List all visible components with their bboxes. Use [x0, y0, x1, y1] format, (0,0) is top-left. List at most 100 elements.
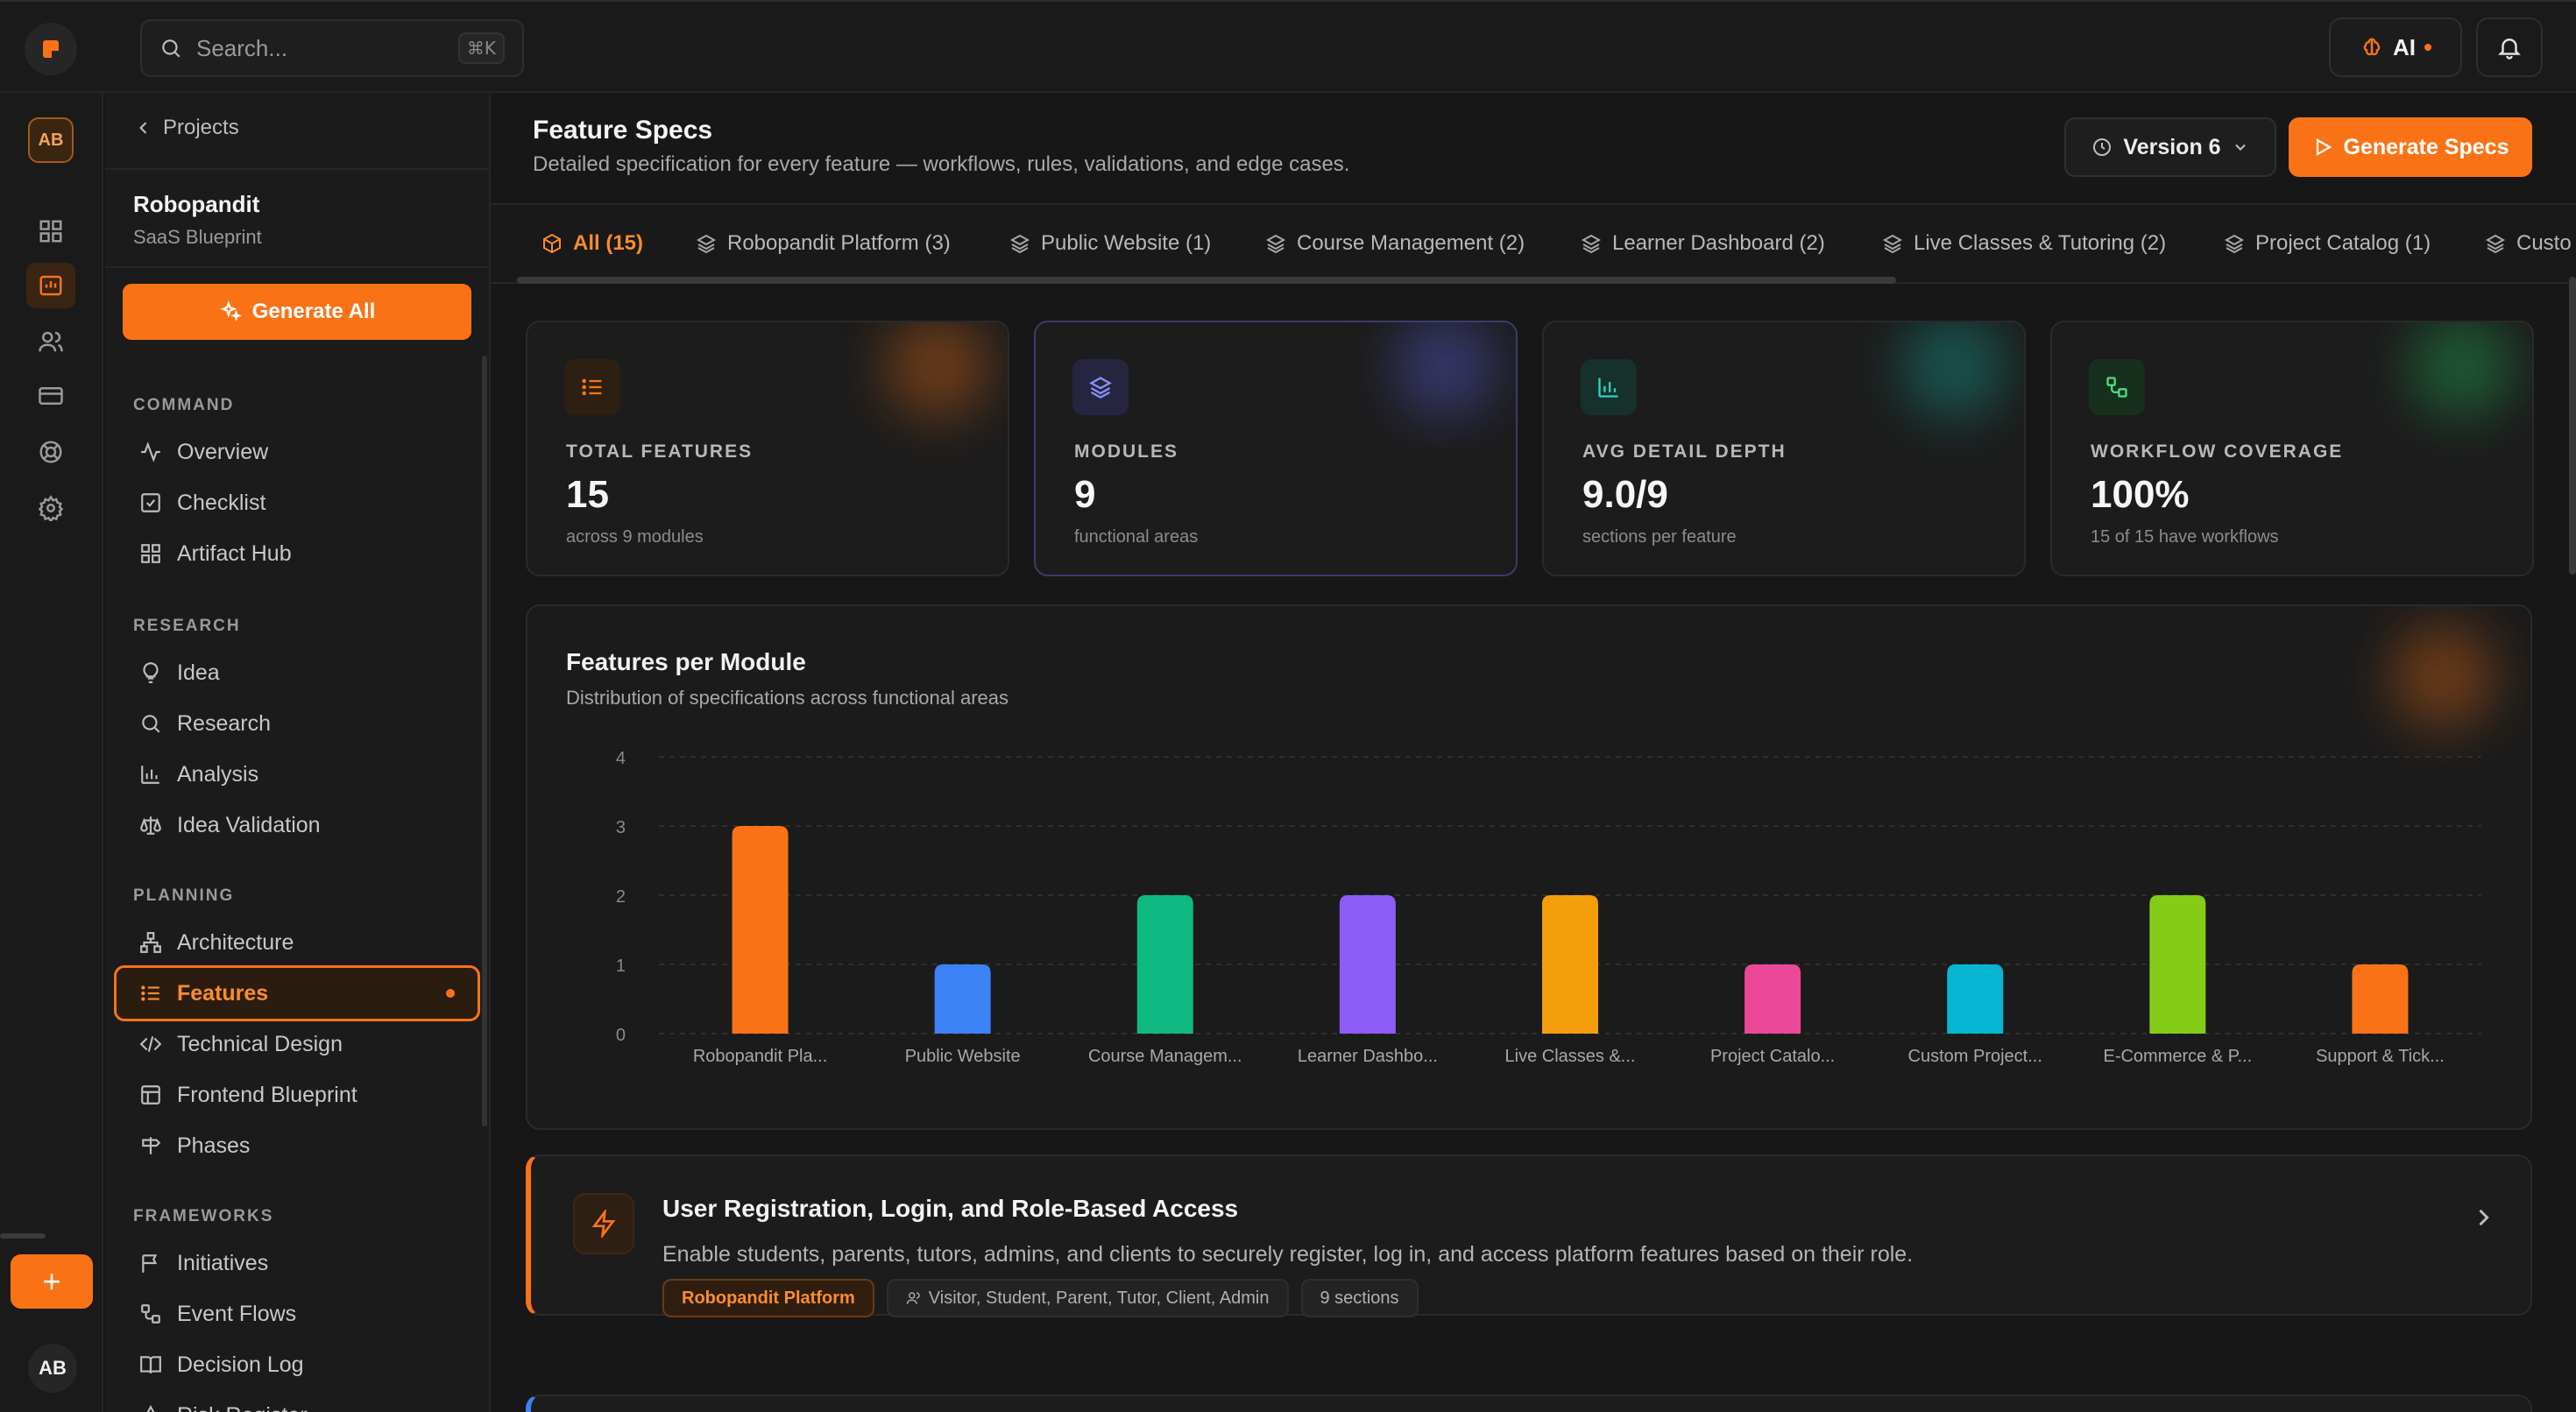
generate-specs-button[interactable]: Generate Specs	[2289, 117, 2532, 177]
tab-course-management[interactable]: Course Management (2)	[1265, 205, 1525, 282]
sidebar-item-event-flows[interactable]: Event Flows	[131, 1291, 464, 1337]
flag-icon	[138, 1251, 163, 1275]
list-icon	[564, 359, 620, 415]
blueprint-icon[interactable]	[26, 263, 75, 308]
hierarchy-icon	[138, 930, 163, 955]
layers-icon	[1265, 233, 1286, 254]
y-tick-label: 4	[616, 749, 626, 768]
sidebar-item-frontend-blueprint[interactable]: Frontend Blueprint	[131, 1072, 464, 1118]
notifications-button[interactable]	[2476, 18, 2543, 77]
sidebar-item-decision-log[interactable]: Decision Log	[131, 1342, 464, 1387]
main-content: Feature Specs Detailed specification for…	[491, 93, 2576, 1412]
bar-chart: 0 1 2 3 4 Robopandit Pla... Public Website Cour…	[616, 749, 2481, 1066]
sidebar-item-technical-design[interactable]: Technical Design	[131, 1021, 464, 1067]
dashboard-icon[interactable]	[26, 208, 75, 254]
chart-bar	[934, 964, 991, 1034]
billing-card-icon[interactable]	[26, 373, 75, 419]
stat-value: 9	[1074, 473, 1096, 516]
roles-text: Visitor, Student, Parent, Tutor, Client,…	[928, 1288, 1270, 1308]
back-label: Projects	[163, 116, 239, 139]
sidebar-item-features[interactable]: Features	[114, 965, 480, 1021]
grid-icon	[138, 541, 163, 566]
tab-live-classes[interactable]: Live Classes & Tutoring (2)	[1882, 205, 2166, 282]
tab-robopandit-platform[interactable]: Robopandit Platform (3)	[696, 205, 951, 282]
divider	[105, 168, 489, 170]
search-input[interactable]: Search...	[196, 34, 288, 61]
stat-card-total-features: TOTAL FEATURES 15 across 9 modules	[526, 321, 1009, 576]
roles-badge: Visitor, Student, Parent, Tutor, Client,…	[886, 1279, 1289, 1317]
sidebar-item-risk-register[interactable]: Risk Register	[131, 1393, 464, 1412]
sidebar-item-label: Risk Register	[177, 1403, 308, 1412]
tab-learner-dashboard[interactable]: Learner Dashboard (2)	[1581, 205, 1825, 282]
sidebar-item-initiatives[interactable]: Initiatives	[131, 1240, 464, 1286]
tab-custom-projects[interactable]: Custo	[2485, 205, 2572, 282]
workspace-avatar[interactable]: AB	[28, 117, 74, 163]
bar-chart-icon	[138, 762, 163, 787]
project-name: Robopandit	[133, 191, 260, 217]
chart-subtitle: Distribution of specifications across fu…	[566, 687, 1009, 709]
support-icon[interactable]	[26, 429, 75, 475]
box-icon	[541, 233, 563, 254]
module-badge: Robopandit Platform	[662, 1279, 874, 1317]
sidebar-item-phases[interactable]: Phases	[131, 1123, 464, 1168]
sidebar-item-overview[interactable]: Overview	[131, 429, 464, 475]
tab-project-catalog[interactable]: Project Catalog (1)	[2224, 205, 2431, 282]
layers-icon	[696, 233, 717, 254]
y-tick-label: 1	[616, 957, 626, 976]
sidebar-item-research[interactable]: Research	[131, 701, 464, 746]
sidebar-item-artifact-hub[interactable]: Artifact Hub	[131, 531, 464, 576]
workflow-icon	[138, 1302, 163, 1326]
app-logo[interactable]	[25, 23, 77, 75]
sidebar-item-checklist[interactable]: Checklist	[131, 480, 464, 526]
code-icon	[138, 1032, 163, 1056]
version-select[interactable]: Version 6	[2064, 117, 2276, 177]
tab-public-website[interactable]: Public Website (1)	[1009, 205, 1211, 282]
icon-rail: AB + AB	[0, 93, 103, 1412]
back-to-projects[interactable]: Projects	[135, 116, 239, 140]
feature-card[interactable]: User Registration, Login, and Role-Based…	[526, 1154, 2532, 1317]
stat-label: WORKFLOW COVERAGE	[2091, 441, 2344, 462]
x-tick-label: E-Commerce & P...	[2103, 1047, 2252, 1066]
ai-label: AI	[2393, 33, 2416, 60]
feature-card-next[interactable]	[526, 1394, 2532, 1412]
sidebar-item-label: Event Flows	[177, 1301, 297, 1326]
add-button[interactable]: +	[11, 1254, 93, 1309]
sidebar-item-label: Artifact Hub	[177, 540, 292, 566]
sidebar-item-label: Initiatives	[177, 1250, 269, 1275]
alert-icon	[138, 1403, 163, 1412]
ai-button[interactable]: AI	[2329, 18, 2462, 77]
users-icon[interactable]	[26, 319, 75, 364]
sidebar-item-label: Technical Design	[177, 1031, 343, 1056]
search-box[interactable]: Search... ⌘K	[140, 19, 524, 77]
version-label: Version 6	[2123, 134, 2221, 159]
tab-label: Course Management (2)	[1297, 231, 1525, 255]
x-tick-label: Custom Project...	[1908, 1047, 2042, 1066]
rail-resize-handle[interactable]	[0, 1233, 46, 1239]
stat-value: 100%	[2091, 473, 2190, 516]
chevron-left-icon	[135, 119, 152, 137]
sidebar-item-label: Overview	[177, 439, 269, 464]
stat-card-avg-detail-depth: AVG DETAIL DEPTH 9.0/9 sections per feat…	[1542, 321, 2026, 576]
page-subtitle: Detailed specification for every feature…	[533, 152, 1350, 176]
tabs-scrollbar[interactable]	[517, 277, 1896, 284]
chevron-right-icon[interactable]	[2471, 1205, 2495, 1230]
user-avatar[interactable]: AB	[28, 1344, 77, 1393]
sidebar-item-idea[interactable]: Idea	[131, 650, 464, 695]
generate-all-button[interactable]: Generate All	[123, 284, 471, 340]
stat-value: 15	[566, 473, 609, 516]
settings-gear-icon[interactable]	[26, 485, 75, 531]
sidebar-item-architecture[interactable]: Architecture	[131, 920, 464, 965]
sidebar-scrollbar[interactable]	[482, 356, 487, 1126]
activity-icon	[138, 440, 163, 464]
tab-label: Public Website (1)	[1041, 231, 1212, 255]
layers-icon	[1581, 233, 1602, 254]
sidebar-item-idea-validation[interactable]: Idea Validation	[131, 802, 464, 848]
main-scrollbar[interactable]	[2569, 277, 2576, 575]
ai-status-dot	[2424, 44, 2431, 51]
layout-icon	[138, 1083, 163, 1107]
tab-all[interactable]: All (15)	[541, 205, 643, 282]
layers-icon	[1882, 233, 1903, 254]
sidebar-item-label: Frontend Blueprint	[177, 1082, 357, 1107]
stat-caption: sections per feature	[1582, 527, 1737, 547]
sidebar-item-analysis[interactable]: Analysis	[131, 752, 464, 797]
